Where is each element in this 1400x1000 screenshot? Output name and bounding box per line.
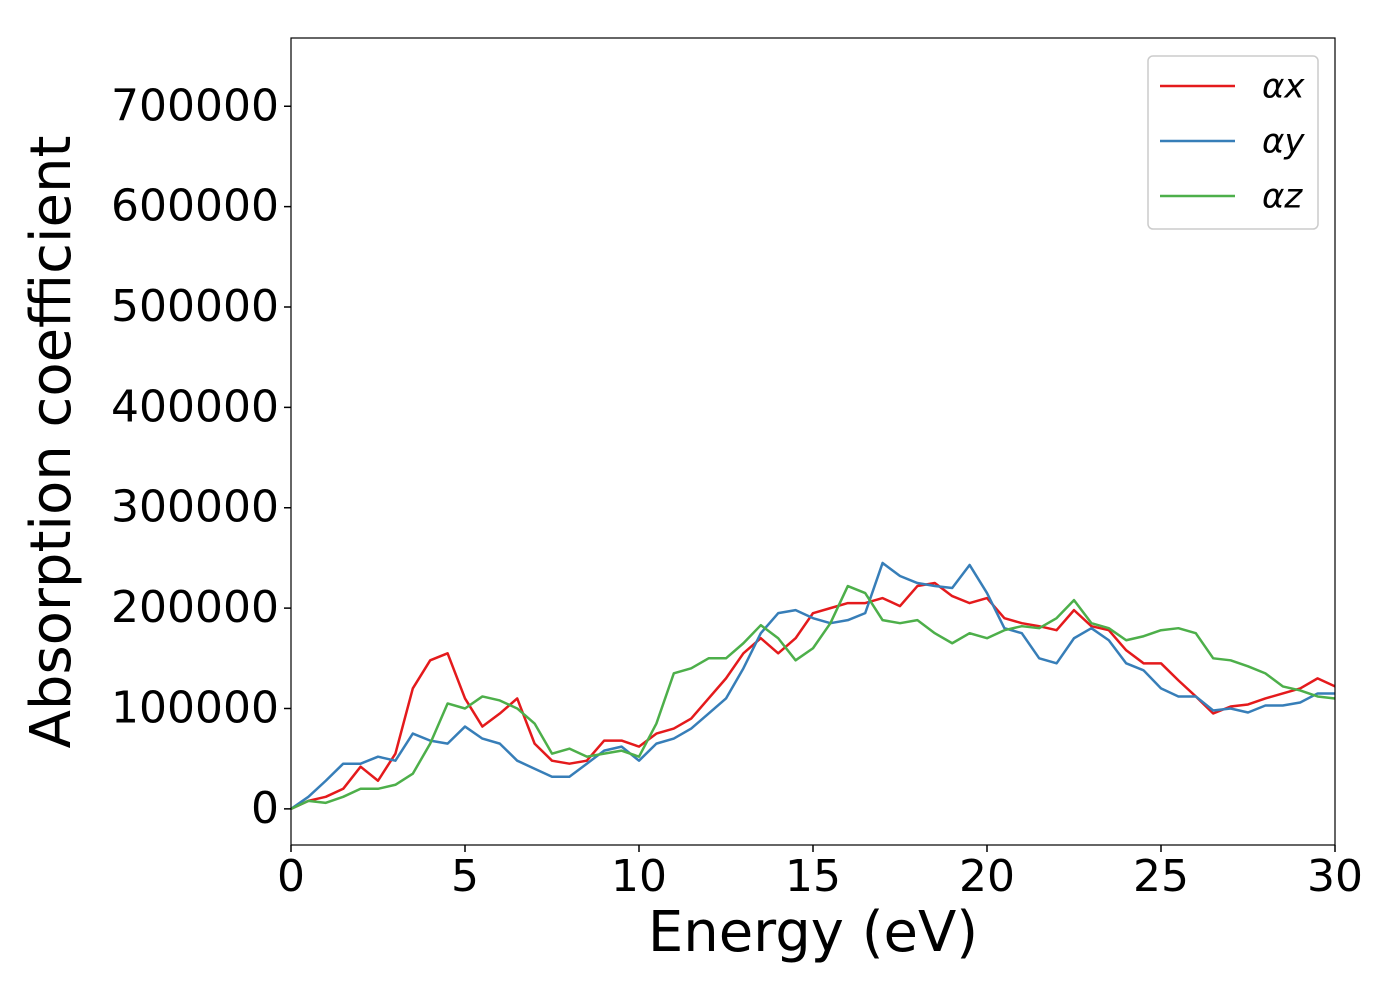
plot-frame: [290, 37, 1336, 846]
y-tick-label: 100000: [111, 682, 279, 733]
x-tick-label: 15: [785, 851, 841, 902]
y-tick-label: 700000: [111, 80, 279, 131]
x-tick-label: 0: [277, 851, 305, 902]
y-tick-label: 300000: [111, 482, 279, 533]
legend-label: αx: [1262, 67, 1305, 107]
x-tick-label: 30: [1307, 851, 1363, 902]
legend-label: αy: [1262, 122, 1305, 162]
series-line: [290, 581, 1336, 811]
x-tick-label: 20: [959, 851, 1015, 902]
legend-box: [1147, 55, 1319, 230]
x-tick-label: 5: [451, 851, 479, 902]
y-tick-label: 200000: [111, 582, 279, 633]
x-axis-label: Energy (eV): [648, 900, 978, 965]
y-axis-label: Absorption coefficient: [19, 136, 84, 749]
x-tick-label: 10: [611, 851, 667, 902]
y-tick-label: 600000: [111, 181, 279, 232]
legend-label: αz: [1262, 177, 1303, 217]
y-tick-label: 0: [251, 783, 279, 834]
series-line: [290, 584, 1336, 811]
x-tick-label: 25: [1133, 851, 1189, 902]
series-line: [290, 561, 1335, 810]
y-tick-label: 500000: [111, 281, 279, 332]
y-tick-label: 400000: [111, 381, 279, 432]
